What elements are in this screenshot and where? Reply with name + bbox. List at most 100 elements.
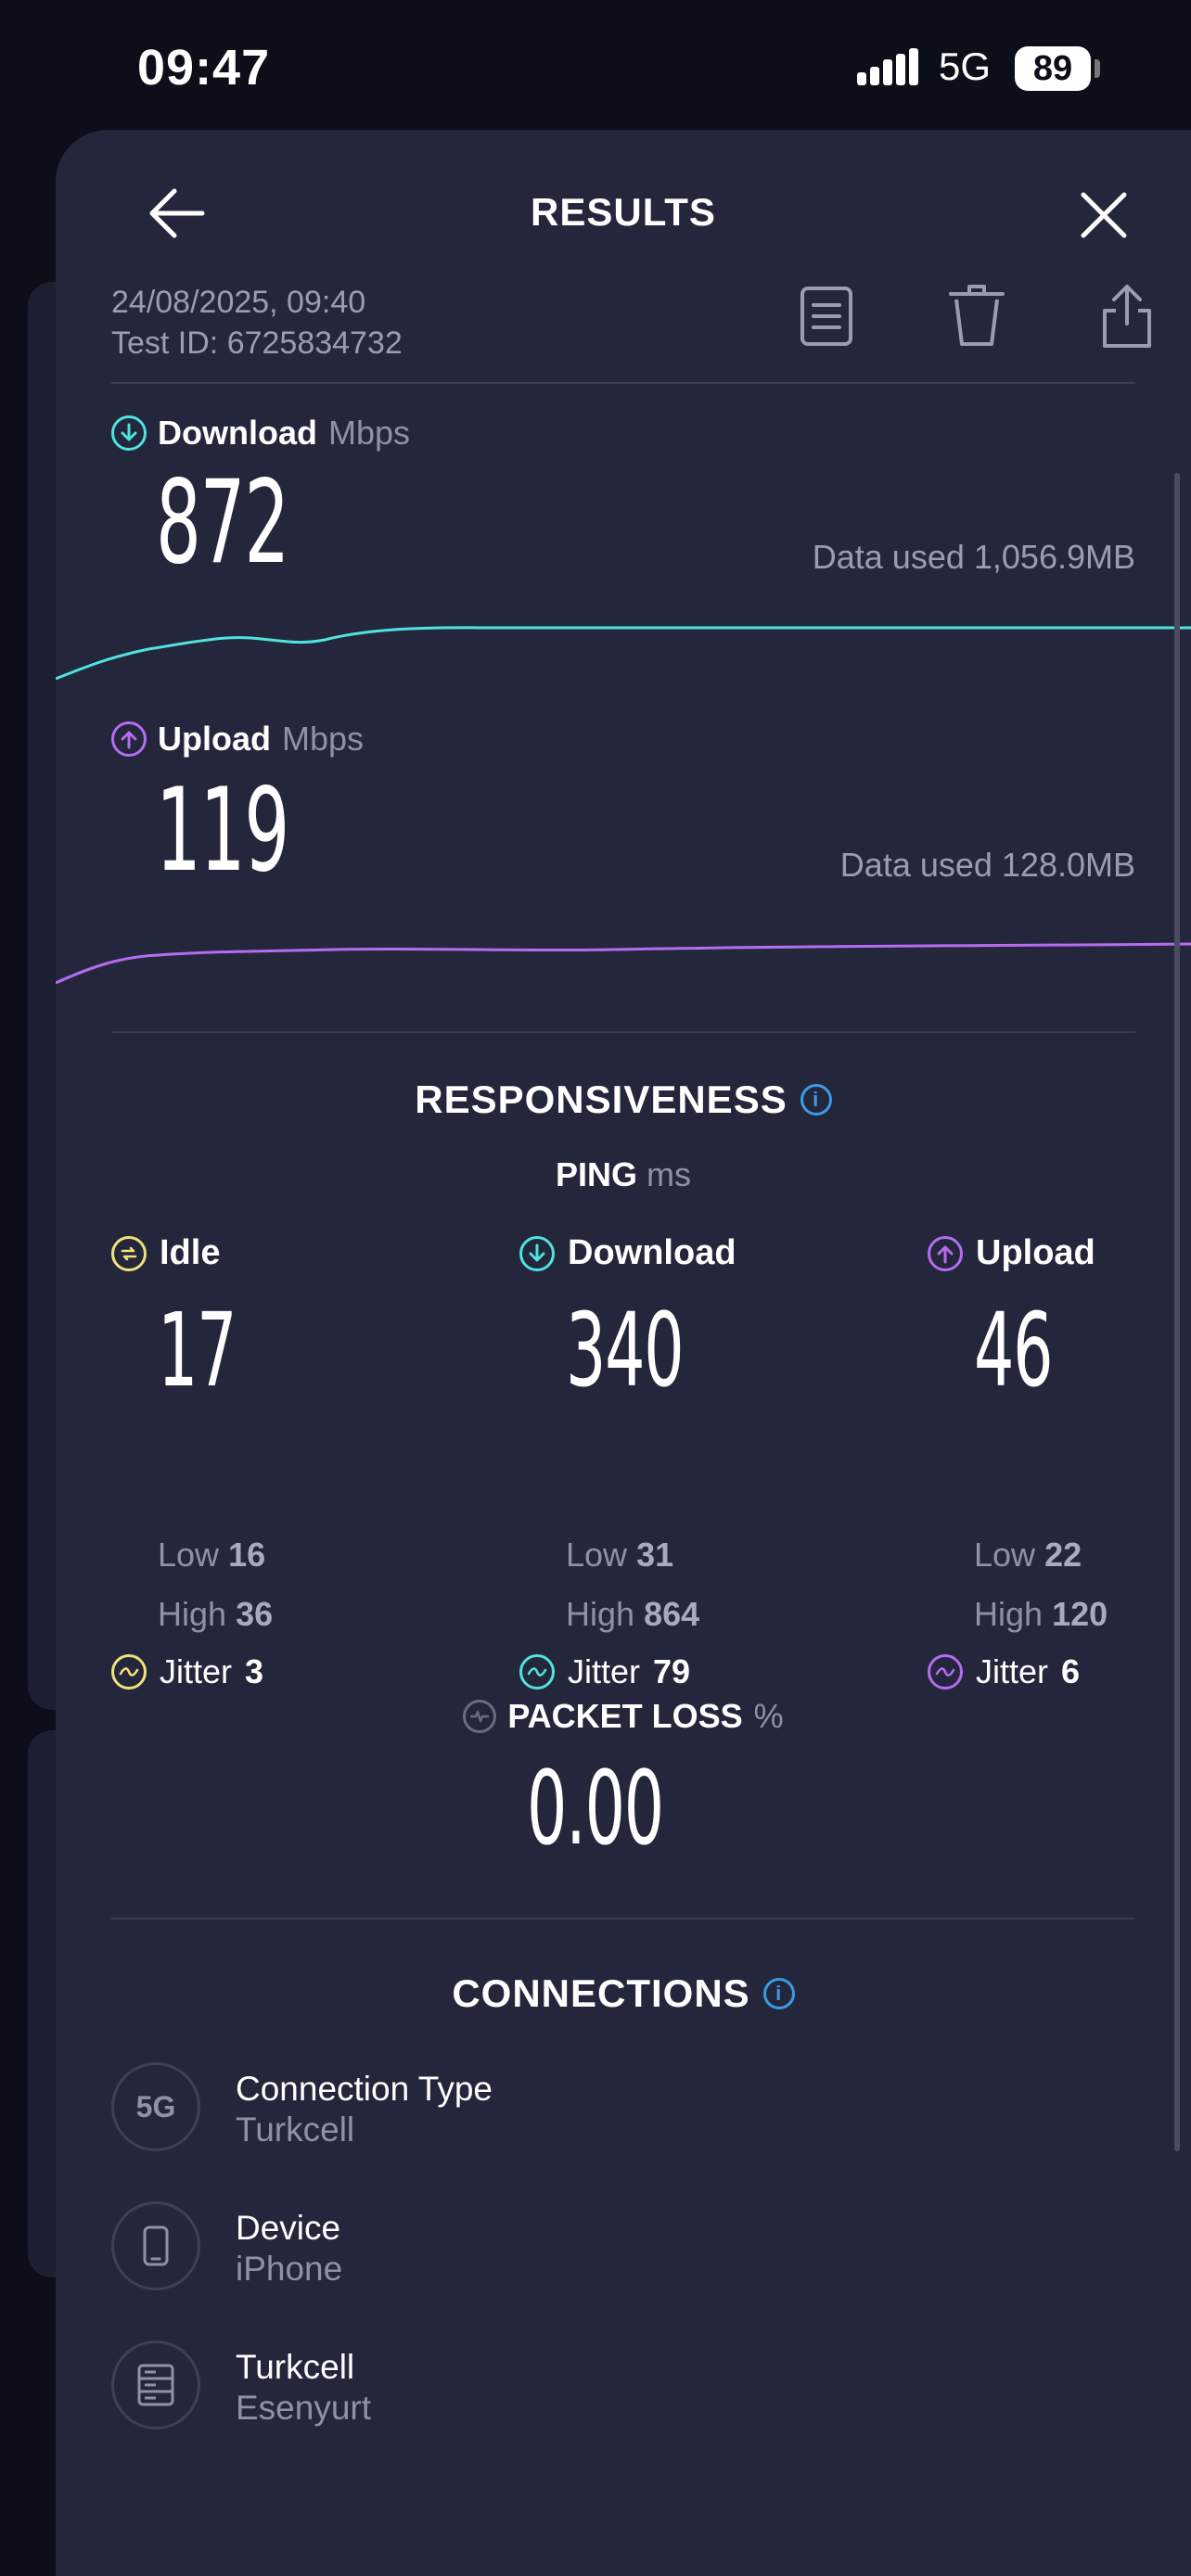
ping-upload-low: Low 22 [974, 1536, 1082, 1575]
jitter-value: 79 [653, 1652, 691, 1690]
upload-icon [111, 721, 147, 757]
upload-icon [928, 1235, 963, 1271]
jitter-value: 6 [1061, 1652, 1081, 1690]
share-icon [1103, 285, 1151, 348]
idle-icon [111, 1235, 147, 1271]
jitter-icon [519, 1654, 555, 1690]
low-value: 31 [636, 1536, 674, 1574]
arrow-left-icon [149, 188, 205, 238]
battery-level: 89 [1015, 46, 1091, 91]
high-label: High [158, 1595, 227, 1633]
divider [111, 1918, 1135, 1919]
upload-unit: Mbps [282, 720, 365, 758]
jitter-label: Jitter [160, 1652, 233, 1690]
delete-button[interactable] [935, 274, 1018, 358]
ping-unit: ms [647, 1155, 692, 1193]
jitter-label: Jitter [568, 1652, 641, 1690]
5g-icon: 5G [111, 2062, 200, 2151]
low-label: Low [974, 1536, 1036, 1574]
back-button[interactable] [130, 167, 223, 260]
download-speed: 872 [156, 456, 289, 590]
network-type: 5G [939, 45, 992, 88]
jitter-icon [928, 1654, 963, 1690]
divider [111, 382, 1135, 384]
ping-download-low: Low 31 [566, 1536, 673, 1575]
low-label: Low [158, 1536, 220, 1574]
ping-column-upload: Upload 46 Low 22 High 120 Jitter 6 [928, 1233, 1191, 1690]
device-row: Device iPhone [111, 2201, 1132, 2294]
download-data-used: Data used 1,056.9MB [812, 538, 1135, 576]
responsiveness-title: RESPONSIVENESS i [56, 1078, 1191, 1122]
packet-loss-icon [463, 1700, 497, 1733]
high-label: High [566, 1595, 635, 1633]
high-value: 120 [1052, 1595, 1108, 1633]
divider [111, 1031, 1135, 1033]
ping-idle-jitter: Jitter 3 [111, 1652, 263, 1691]
high-label: High [974, 1595, 1044, 1633]
upload-label: Upload Mbps [111, 720, 364, 759]
low-value: 22 [1044, 1536, 1082, 1574]
packet-loss-label: PACKET LOSS [507, 1697, 743, 1735]
ping-column-download: Download 340 Low 31 High 864 Jitter 79 [519, 1233, 853, 1690]
connection-type-title: Connection Type [236, 2070, 493, 2108]
ping-column-idle: Idle 17 Low 16 High 36 Jitter 3 [111, 1233, 445, 1690]
download-unit: Mbps [327, 414, 411, 452]
ping-upload-value: 46 [974, 1291, 1054, 1409]
device-value: iPhone [236, 2250, 343, 2288]
download-icon [519, 1235, 555, 1271]
test-datetime: 24/08/2025, 09:40 [111, 285, 366, 320]
connection-type-value: Turkcell [236, 2111, 355, 2149]
ping-upload-jitter: Jitter 6 [928, 1652, 1080, 1691]
status-bar: 09:47 5G 89 [0, 0, 1191, 130]
ping-upload-label: Upload [928, 1233, 1191, 1273]
device-title: Device [236, 2209, 341, 2247]
results-card: RESULTS 24/08/2025, 09:40 Test ID: 67258… [56, 130, 1191, 2576]
download-label: Download Mbps [111, 414, 410, 453]
test-id: Test ID: 6725834732 [111, 325, 403, 361]
trash-icon [949, 285, 1005, 346]
connection-type-row: 5G Connection Type Turkcell [111, 2062, 1132, 2155]
ping-download-title: Download [568, 1233, 736, 1272]
document-icon [800, 287, 852, 346]
ping-heading: PING ms [56, 1155, 1191, 1194]
jitter-label: Jitter [976, 1652, 1049, 1690]
page-title: RESULTS [531, 190, 716, 234]
ping-idle-label: Idle [111, 1233, 445, 1273]
server-title: Turkcell [236, 2348, 355, 2386]
server-location: Esenyurt [236, 2389, 372, 2427]
test-meta: 24/08/2025, 09:40 Test ID: 6725834732 [111, 282, 403, 363]
connections-heading: CONNECTIONS [452, 1971, 750, 2015]
high-value: 864 [644, 1595, 700, 1633]
connections-title: CONNECTIONS i [56, 1971, 1191, 2016]
upload-title: Upload [158, 720, 271, 758]
ping-download-value: 340 [566, 1291, 685, 1409]
ping-download-jitter: Jitter 79 [519, 1652, 690, 1691]
share-button[interactable] [1085, 274, 1169, 358]
ping-download-label: Download [519, 1233, 853, 1273]
server-icon [111, 2340, 200, 2429]
close-icon [1081, 192, 1127, 238]
responsiveness-heading: RESPONSIVENESS [415, 1078, 788, 1121]
phone-icon [111, 2201, 200, 2290]
ping-idle-low: Low 16 [158, 1536, 265, 1575]
jitter-value: 3 [245, 1652, 264, 1690]
close-button[interactable] [1057, 169, 1150, 261]
scrollbar[interactable] [1174, 473, 1180, 2151]
server-row: Turkcell Esenyurt [111, 2340, 1132, 2433]
status-time: 09:47 [137, 40, 271, 96]
download-title: Download [158, 414, 317, 452]
high-value: 36 [236, 1595, 274, 1633]
packet-loss-heading: PACKET LOSS % [56, 1697, 1191, 1736]
ping-idle-value: 17 [158, 1291, 237, 1409]
upload-data-used: Data used 128.0MB [839, 846, 1135, 884]
info-icon[interactable]: i [762, 1978, 795, 2009]
packet-loss-unit: % [753, 1697, 784, 1735]
ping-idle-title: Idle [160, 1233, 221, 1272]
report-button[interactable] [785, 274, 868, 358]
battery-icon [1095, 59, 1100, 78]
ping-upload-high: High 120 [974, 1595, 1108, 1634]
upload-speed: 119 [156, 764, 289, 898]
ping-label: PING [555, 1155, 637, 1193]
upload-graph [56, 942, 1191, 985]
info-icon[interactable]: i [800, 1084, 832, 1116]
